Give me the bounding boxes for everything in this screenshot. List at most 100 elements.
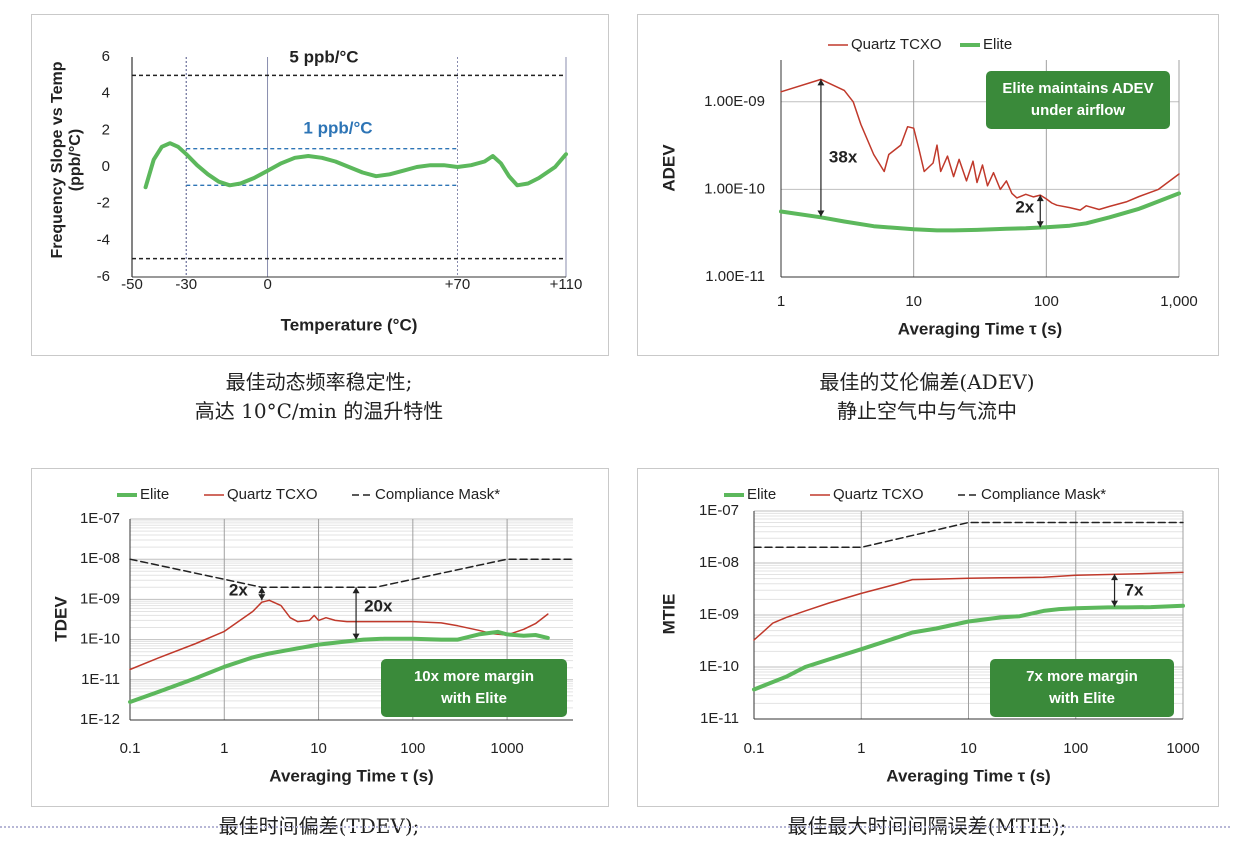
x-axis-title: Averaging Time τ (s) xyxy=(898,319,1062,338)
legend-label-elite: Elite xyxy=(747,486,776,503)
x-tick-label: -50 xyxy=(121,276,143,293)
x-tick-label: 0 xyxy=(263,276,271,293)
legend-label-mask: Compliance Mask* xyxy=(981,486,1106,503)
panel-adev: 1.00E-11 1.00E-10 1.00E-09 1 10 100 1,000 Avera… xyxy=(637,14,1219,356)
panel-mtie: 1E-11 1E-10 1E-09 1E-08 1E-07 0.1 1 10 100 1000 Av… xyxy=(637,468,1219,807)
arrow-2x-tail xyxy=(1036,195,1044,202)
y-tick-label: 1E-09 xyxy=(80,590,120,607)
y-tick-label: 1E-08 xyxy=(699,554,739,571)
arrow-20x-head xyxy=(352,633,360,640)
label-5ppb: 5 ppb/°C xyxy=(289,47,358,66)
y-tick-label: 1.00E-09 xyxy=(704,93,765,110)
caption-line-1: 最佳的艾伦偏差(ADEV) xyxy=(819,370,1035,394)
x-tick-label: 1 xyxy=(220,740,228,757)
series-elite xyxy=(128,629,550,704)
arrow-7x-head xyxy=(1111,600,1119,607)
series-quartz-tcxo xyxy=(780,78,1180,211)
x-tick-label: 1 xyxy=(777,293,785,310)
y-tick-label: 2 xyxy=(102,121,110,138)
callout-box-text: with Elite xyxy=(1048,690,1115,707)
x-tick-label: 10 xyxy=(960,740,977,757)
y-tick-label: 1E-11 xyxy=(81,671,120,688)
x-tick-label: 0.1 xyxy=(120,740,141,757)
y-tick-label: 1.00E-10 xyxy=(704,180,765,197)
annotation-20x: 20x xyxy=(364,596,393,615)
y-tick-label: 4 xyxy=(102,85,110,102)
callout-box-text: 10x more margin xyxy=(414,668,534,685)
y-tick-label: 1E-10 xyxy=(80,631,120,648)
callout-box-text: 7x more margin xyxy=(1026,668,1138,685)
x-tick-label: 1,000 xyxy=(1160,293,1198,310)
y-tick-label: 1E-07 xyxy=(699,502,739,519)
x-axis-title: Averaging Time τ (s) xyxy=(886,766,1050,785)
y-axis-title: MTIE xyxy=(659,594,678,635)
y-axis-title: Frequency Slope vs Temp xyxy=(49,61,66,258)
dotted-divider xyxy=(0,826,1230,828)
y-axis-title: ADEV xyxy=(659,144,678,192)
legend-label-quartz: Quartz TCXO xyxy=(227,486,318,503)
x-axis-title: Temperature (°C) xyxy=(281,315,418,334)
caption-line-1: 最佳动态频率稳定性; xyxy=(225,370,413,394)
y-tick-label: 1E-11 xyxy=(700,710,739,727)
y-tick-label: 0 xyxy=(102,158,110,175)
x-tick-label: 10 xyxy=(905,293,922,310)
caption-frequency-slope: 最佳动态频率稳定性; 高达 10°C/min 的温升特性 xyxy=(31,368,607,426)
x-tick-label: 100 xyxy=(400,740,425,757)
annotation-2x: 2x xyxy=(1015,197,1034,216)
chart-tdev: 1E-12 1E-11 1E-10 1E-09 1E-08 1E-07 0.1 1 10 100 1… xyxy=(51,486,574,785)
panel-tdev: 1E-12 1E-11 1E-10 1E-09 1E-08 1E-07 0.1 1 10 100 1… xyxy=(31,468,609,807)
arrow-7x-tail xyxy=(1111,574,1119,581)
legend-label-elite: Elite xyxy=(140,486,169,503)
annotation-7x: 7x xyxy=(1125,580,1144,599)
callout-box-text: with Elite xyxy=(440,690,507,707)
series-elite xyxy=(779,191,1181,233)
arrow-2x-tail xyxy=(258,587,266,594)
x-tick-label: 1000 xyxy=(490,740,523,757)
y-tick-label: -4 xyxy=(97,231,110,248)
caption-adev: 最佳的艾伦偏差(ADEV) 静止空气中与气流中 xyxy=(637,368,1217,426)
x-tick-label: 100 xyxy=(1063,740,1088,757)
series-line xyxy=(143,141,568,190)
x-tick-label: 10 xyxy=(310,740,327,757)
callout-box xyxy=(381,659,567,717)
y-tick-label: -2 xyxy=(97,195,110,212)
x-tick-label: +70 xyxy=(445,276,470,293)
annotation-2x: 2x xyxy=(229,580,248,599)
x-tick-label: 1000 xyxy=(1166,740,1199,757)
callout-box-text: under airflow xyxy=(1031,102,1126,119)
label-1ppb: 1 ppb/°C xyxy=(303,118,372,137)
arrow-38x-head xyxy=(817,210,825,217)
legend-label-quartz: Quartz TCXO xyxy=(833,486,924,503)
y-tick-label: 1E-12 xyxy=(80,711,120,728)
arrow-38x-tail xyxy=(817,79,825,86)
arrow-20x-tail xyxy=(352,587,360,594)
x-tick-label: 100 xyxy=(1034,293,1059,310)
x-axis-title: Averaging Time τ (s) xyxy=(269,766,433,785)
y-axis-title: TDEV xyxy=(51,596,70,642)
y-tick-label: 1.00E-11 xyxy=(705,268,765,285)
series-compliance-mask xyxy=(129,558,574,589)
callout-box xyxy=(986,71,1170,129)
y-tick-label: 1E-09 xyxy=(699,606,739,623)
y-tick-label: 1E-07 xyxy=(80,510,120,527)
caption-line-2: 高达 10°C/min 的温升特性 xyxy=(194,399,444,423)
series-compliance-mask xyxy=(753,521,1184,549)
series-quartz-tcxo xyxy=(753,571,1184,641)
chart-mtie: 1E-11 1E-10 1E-09 1E-08 1E-07 0.1 1 10 100 1000 Av… xyxy=(659,486,1199,786)
y-tick-label: 1E-10 xyxy=(699,658,739,675)
callout-box xyxy=(990,659,1174,717)
arrow-2x-head xyxy=(258,594,266,601)
legend-label-elite: Elite xyxy=(983,36,1012,53)
legend-label-quartz: Quartz TCXO xyxy=(851,36,942,53)
y-tick-label: -6 xyxy=(97,268,110,285)
y-axis-title: (ppb/°C) xyxy=(67,129,84,191)
panel-frequency-slope: -6 -4 -2 0 2 4 6 -50 -30 0 +70 +110 Temperature (°C)… xyxy=(31,14,609,356)
y-tick-label: 1E-08 xyxy=(80,550,120,567)
caption-line-2: 静止空气中与气流中 xyxy=(837,399,1017,423)
x-tick-label: 1 xyxy=(857,740,865,757)
chart-frequency-slope: -6 -4 -2 0 2 4 6 -50 -30 0 +70 +110 Temperature (°C)… xyxy=(49,47,583,334)
chart-adev: 1.00E-11 1.00E-10 1.00E-09 1 10 100 1,000 Avera… xyxy=(659,36,1198,339)
x-tick-label: 0.1 xyxy=(744,740,765,757)
legend-label-mask: Compliance Mask* xyxy=(375,486,500,503)
x-tick-label: +110 xyxy=(550,276,583,293)
